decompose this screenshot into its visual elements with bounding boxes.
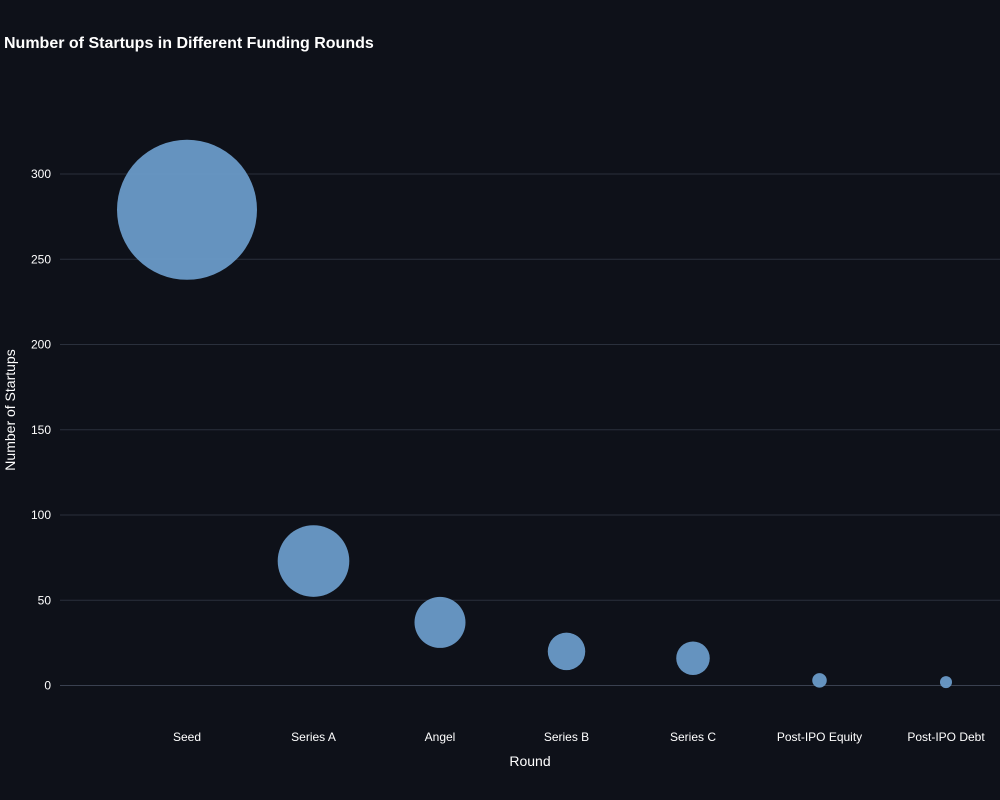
y-tick-labels: 0 50 100 150 200 250 300 bbox=[31, 167, 51, 693]
x-tick-labels: Seed Series A Angel Series B Series C Post-IP… bbox=[173, 730, 985, 744]
data-point[interactable] bbox=[277, 525, 350, 597]
y-tick-label: 200 bbox=[31, 338, 51, 352]
data-point[interactable] bbox=[676, 641, 710, 675]
y-tick-label: 0 bbox=[44, 679, 51, 693]
data-point[interactable] bbox=[547, 632, 586, 671]
x-tick-label: Post-IPO Equity bbox=[777, 730, 862, 744]
chart-title: Number of Startups in Different Funding … bbox=[4, 35, 374, 52]
y-tick-label: 300 bbox=[31, 167, 51, 181]
y-tick-label: 100 bbox=[31, 508, 51, 522]
data-point[interactable] bbox=[414, 596, 466, 648]
data-points bbox=[117, 139, 952, 689]
x-tick-label: Angel bbox=[425, 730, 456, 744]
y-tick-label: 50 bbox=[38, 593, 52, 607]
data-point[interactable] bbox=[117, 139, 257, 280]
y-tick-label: 250 bbox=[31, 252, 51, 266]
y-axis-title: Number of Startups bbox=[2, 349, 18, 470]
x-tick-label: Post-IPO Debt bbox=[907, 730, 985, 744]
data-point[interactable] bbox=[940, 676, 952, 689]
grid-layer bbox=[60, 173, 1000, 686]
x-tick-label: Series C bbox=[670, 730, 716, 744]
y-tick-label: 150 bbox=[31, 423, 51, 437]
x-tick-label: Series B bbox=[544, 730, 589, 744]
x-axis-title: Round bbox=[509, 753, 550, 769]
x-tick-label: Series A bbox=[291, 730, 336, 744]
data-point[interactable] bbox=[812, 673, 827, 688]
x-tick-label: Seed bbox=[173, 730, 201, 744]
